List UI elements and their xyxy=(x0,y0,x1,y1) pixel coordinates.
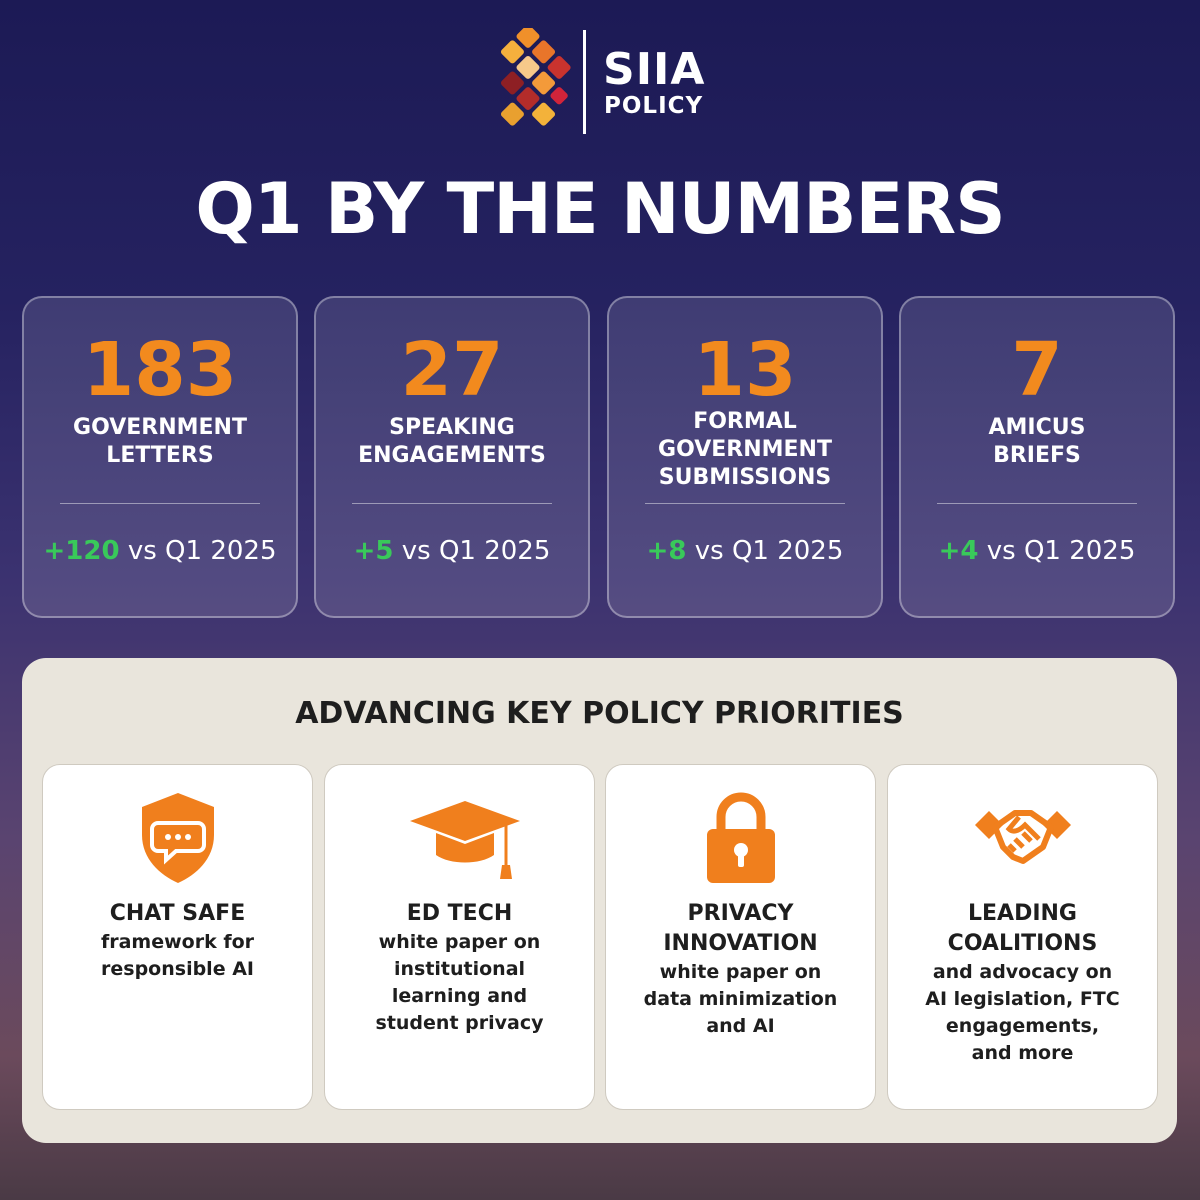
title: Q1 BY THE NUMBERS xyxy=(195,168,1005,250)
priority-heading: PRIVACY xyxy=(687,901,794,926)
stat-label-line: GOVERNMENT xyxy=(658,437,832,462)
priority-text: ED TECH white paper on institutional learni… xyxy=(325,899,594,1037)
stat-number: 27 xyxy=(400,327,504,413)
stat-number: 13 xyxy=(693,327,797,413)
stat-label-line: BRIEFS xyxy=(993,443,1081,468)
priority-text: LEADING COALITIONS and advocacy on AI legis… xyxy=(888,899,1157,1067)
priorities-title: ADVANCING KEY POLICY PRIORITIES xyxy=(295,696,904,731)
priority-description: and AI xyxy=(706,1015,775,1037)
stat-label-line: SPEAKING xyxy=(389,415,515,440)
change-comparison: vs Q1 2025 xyxy=(986,536,1136,566)
priority-description: AI legislation, FTC xyxy=(925,988,1120,1010)
stat-card: 27 SPEAKING ENGAGEMENTS +5 vs Q1 2025 xyxy=(314,296,590,618)
priority-card: ED TECH white paper on institutional learni… xyxy=(324,764,595,1110)
priority-icon xyxy=(973,787,1083,891)
stat-label: AMICUS BRIEFS xyxy=(901,414,1173,470)
stat-number: 7 xyxy=(1011,327,1063,413)
priority-description: institutional xyxy=(393,958,526,980)
change-comparison: vs Q1 2025 xyxy=(127,536,277,566)
priority-heading: INNOVATION xyxy=(663,931,818,956)
stat-card: 183 GOVERNMENT LETTERS +120 vs Q1 2025 xyxy=(22,296,298,618)
stat-label-line: SUBMISSIONS xyxy=(658,465,832,490)
priority-text: PRIVACY INNOVATION white paper on data mini… xyxy=(606,899,875,1040)
change-value: +120 xyxy=(43,536,120,566)
priority-description: white paper on xyxy=(659,961,822,983)
priority-description: engagements, xyxy=(945,1015,1100,1037)
logo-name: SIIA xyxy=(603,44,706,95)
change-value: +4 xyxy=(938,536,979,566)
priority-icon xyxy=(691,787,791,891)
stat-label: GOVERNMENT LETTERS xyxy=(24,414,296,470)
stat-change: +120 vs Q1 2025 xyxy=(24,536,296,566)
priority-icon xyxy=(128,787,228,891)
stat-label-line: ENGAGEMENTS xyxy=(358,443,546,468)
logo-mark xyxy=(500,28,571,126)
priority-heading: COALITIONS xyxy=(947,931,1098,956)
change-value: +5 xyxy=(353,536,394,566)
stat-divider xyxy=(60,503,260,504)
priority-card: LEADING COALITIONS and advocacy on AI legis… xyxy=(887,764,1158,1110)
priority-description: white paper on xyxy=(378,931,541,953)
logo-subtitle: POLICY xyxy=(604,93,704,119)
priority-heading: ED TECH xyxy=(406,901,513,926)
priority-heading: LEADING xyxy=(968,901,1077,926)
priority-card: CHAT SAFE framework for responsible AI xyxy=(42,764,313,1110)
stat-change: +5 vs Q1 2025 xyxy=(316,536,588,566)
stat-label-line: GOVERNMENT xyxy=(73,415,247,440)
priority-description: and advocacy on xyxy=(932,961,1113,983)
priority-description: and more xyxy=(971,1042,1074,1064)
logo-divider xyxy=(583,30,586,134)
stat-card: 13 FORMAL GOVERNMENT SUBMISSIONS +8 vs Q1 20… xyxy=(607,296,883,618)
priorities-panel: ADVANCING KEY POLICY PRIORITIES CHAT SAF… xyxy=(22,658,1177,1143)
stat-divider xyxy=(645,503,845,504)
priority-description: student privacy xyxy=(375,1012,544,1034)
stat-divider xyxy=(352,503,552,504)
stat-label-line: LETTERS xyxy=(106,443,214,468)
priority-icon xyxy=(410,787,520,891)
change-value: +8 xyxy=(646,536,687,566)
stat-divider xyxy=(937,503,1137,504)
stat-change: +4 vs Q1 2025 xyxy=(901,536,1173,566)
priority-description: framework for xyxy=(100,931,255,953)
change-comparison: vs Q1 2025 xyxy=(401,536,551,566)
stat-label: FORMAL GOVERNMENT SUBMISSIONS xyxy=(609,408,881,492)
change-comparison: vs Q1 2025 xyxy=(694,536,844,566)
priority-description: data minimization xyxy=(643,988,838,1010)
priority-card: PRIVACY INNOVATION white paper on data mini… xyxy=(605,764,876,1110)
priority-description: learning and xyxy=(391,985,528,1007)
priority-heading: CHAT SAFE xyxy=(109,901,246,926)
priority-text: CHAT SAFE framework for responsible AI xyxy=(43,899,312,983)
priority-description: responsible AI xyxy=(101,958,254,980)
stat-card: 7 AMICUS BRIEFS +4 vs Q1 2025 xyxy=(899,296,1175,618)
stat-number: 183 xyxy=(82,327,238,413)
stat-label-line: AMICUS xyxy=(988,415,1086,440)
stat-change: +8 vs Q1 2025 xyxy=(609,536,881,566)
stat-label: SPEAKING ENGAGEMENTS xyxy=(316,414,588,470)
stat-label-line: FORMAL xyxy=(693,409,797,434)
